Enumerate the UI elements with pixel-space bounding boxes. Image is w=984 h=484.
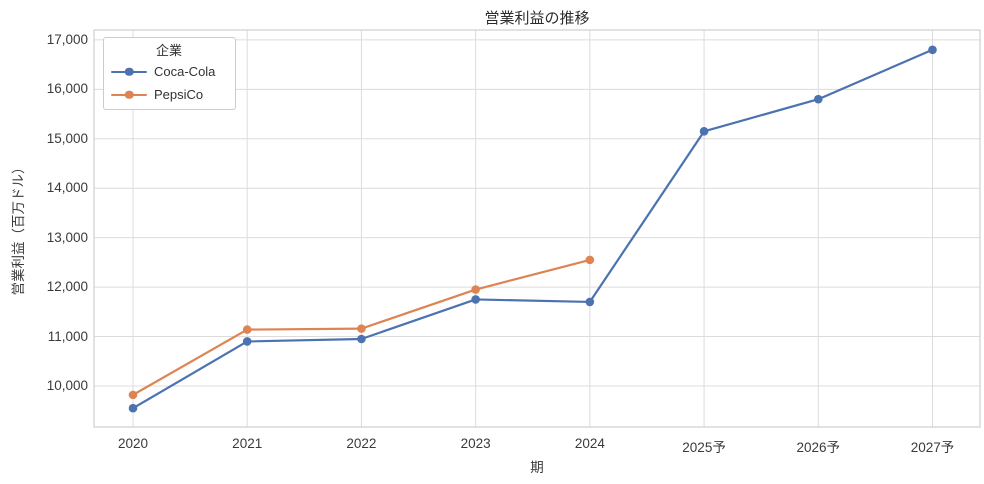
chart-title: 営業利益の推移 <box>484 10 590 27</box>
legend: 企業 Coca-Cola PepsiCo <box>103 37 236 110</box>
data-point-pepsico-2023 <box>471 285 480 294</box>
legend-entry-pepsico: PepsiCo <box>111 83 227 106</box>
plot-border <box>93 29 981 428</box>
x-axis-label: 期 <box>530 460 544 475</box>
legend-entry-coca-cola: Coca-Cola <box>111 60 227 83</box>
y-tick-label: 11,000 <box>47 328 88 344</box>
y-tick-label: 10,000 <box>46 377 88 393</box>
legend-line-dot-icon <box>111 67 147 77</box>
y-tick-label: 12,000 <box>46 279 88 295</box>
y-tick-label: 16,000 <box>46 81 88 97</box>
legend-dot-icon <box>124 90 134 99</box>
data-point-pepsico-2024 <box>585 255 595 265</box>
data-point-coca-cola-2022 <box>357 334 366 344</box>
x-tick-label: 2023 <box>460 436 491 451</box>
x-tick-label: 2024 <box>574 436 605 451</box>
data-point-pepsico-2020 <box>128 390 138 400</box>
data-point-coca-cola-2025予 <box>699 127 709 136</box>
x-tick-label: 2025予 <box>682 440 726 455</box>
y-axis-label: 営業利益（百万ドル） <box>11 160 26 296</box>
legend-dot-icon <box>124 67 134 76</box>
y-tick-label: 17,000 <box>46 31 88 47</box>
x-tick-label: 2026予 <box>796 440 841 455</box>
x-tick-label: 2021 <box>232 436 263 451</box>
data-point-coca-cola-2023 <box>471 295 480 304</box>
data-point-pepsico-2022 <box>357 324 366 333</box>
data-point-coca-cola-2021 <box>242 337 252 346</box>
data-point-coca-cola-2027予 <box>928 45 937 55</box>
legend-title: 企業 <box>155 43 182 58</box>
data-point-coca-cola-2024 <box>585 297 595 307</box>
y-tick-label: 13,000 <box>46 229 88 245</box>
x-tick-label: 2022 <box>346 436 377 451</box>
y-tick-label: 14,000 <box>46 180 88 196</box>
x-tick-label: 2020 <box>117 436 149 451</box>
data-point-coca-cola-2020 <box>128 403 138 413</box>
legend-line-dot-icon <box>111 90 147 100</box>
data-point-coca-cola-2026予 <box>813 94 823 104</box>
legend-label-pepsico: PepsiCo <box>154 87 204 102</box>
legend-label-coca-cola: Coca-Cola <box>154 64 216 79</box>
x-tick-label: 2027予 <box>910 440 955 455</box>
series-line-coca-cola <box>131 48 934 410</box>
data-point-pepsico-2021 <box>242 325 252 334</box>
y-tick-label: 15,000 <box>46 130 88 146</box>
